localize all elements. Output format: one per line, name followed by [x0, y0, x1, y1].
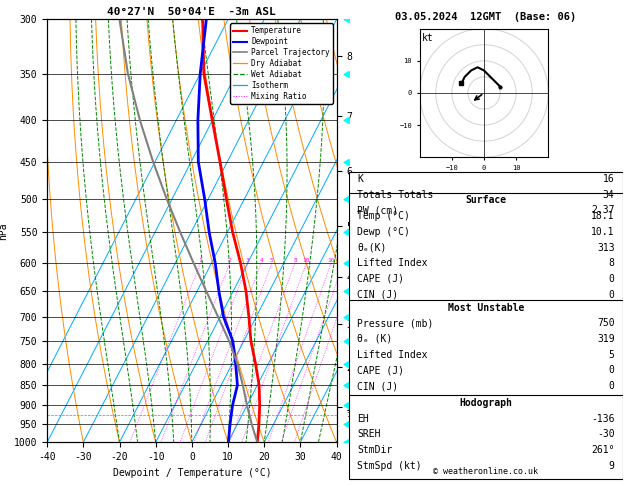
- Text: 34: 34: [603, 190, 615, 200]
- Text: Totals Totals: Totals Totals: [357, 190, 433, 200]
- Text: StmSpd (kt): StmSpd (kt): [357, 461, 422, 470]
- Y-axis label: hPa: hPa: [0, 222, 8, 240]
- Text: 16: 16: [328, 258, 335, 263]
- Text: 3: 3: [246, 258, 250, 263]
- Text: Surface: Surface: [465, 195, 506, 206]
- Text: 5: 5: [609, 350, 615, 360]
- Text: 2.37: 2.37: [591, 206, 615, 215]
- Text: 8: 8: [293, 258, 297, 263]
- Text: © weatheronline.co.uk: © weatheronline.co.uk: [433, 468, 538, 476]
- Text: PW (cm): PW (cm): [357, 206, 398, 215]
- Text: -136: -136: [591, 414, 615, 423]
- Text: Temp (°C): Temp (°C): [357, 211, 410, 221]
- Text: CIN (J): CIN (J): [357, 290, 398, 300]
- Text: 0: 0: [609, 365, 615, 375]
- Text: CAPE (J): CAPE (J): [357, 365, 404, 375]
- Text: SREH: SREH: [357, 429, 381, 439]
- Text: Hodograph: Hodograph: [459, 398, 513, 408]
- Text: StmDir: StmDir: [357, 445, 392, 455]
- Bar: [349, 300, 623, 399]
- Text: EH: EH: [357, 414, 369, 423]
- X-axis label: Dewpoint / Temperature (°C): Dewpoint / Temperature (°C): [113, 468, 271, 478]
- Bar: [349, 396, 623, 479]
- Bar: [349, 193, 623, 308]
- Text: 10.1: 10.1: [591, 227, 615, 237]
- Text: θₑ (K): θₑ (K): [357, 334, 392, 344]
- Text: 319: 319: [597, 334, 615, 344]
- Text: 1: 1: [199, 258, 203, 263]
- Text: 10: 10: [303, 258, 310, 263]
- Text: kt: kt: [422, 33, 434, 43]
- Text: Lifted Index: Lifted Index: [357, 350, 428, 360]
- Text: 03.05.2024  12GMT  (Base: 06): 03.05.2024 12GMT (Base: 06): [395, 12, 577, 22]
- Title: 40°27'N  50°04'E  -3m ASL: 40°27'N 50°04'E -3m ASL: [108, 7, 276, 17]
- Text: Dewp (°C): Dewp (°C): [357, 227, 410, 237]
- Bar: [349, 172, 623, 224]
- Text: 750: 750: [597, 318, 615, 328]
- Text: 4: 4: [259, 258, 263, 263]
- Text: Pressure (mb): Pressure (mb): [357, 318, 433, 328]
- Text: 9: 9: [609, 461, 615, 470]
- Text: 16: 16: [603, 174, 615, 184]
- Text: 8: 8: [609, 258, 615, 268]
- Text: K: K: [357, 174, 363, 184]
- Text: 5: 5: [270, 258, 274, 263]
- Y-axis label: km
ASL: km ASL: [359, 221, 374, 241]
- Text: 1LCL: 1LCL: [347, 412, 364, 418]
- Text: 313: 313: [597, 243, 615, 253]
- Text: Mixing Ratio (g/kg): Mixing Ratio (g/kg): [361, 183, 370, 278]
- Text: 0: 0: [609, 381, 615, 391]
- Text: CIN (J): CIN (J): [357, 381, 398, 391]
- Text: 2: 2: [228, 258, 231, 263]
- Text: -30: -30: [597, 429, 615, 439]
- Text: 261°: 261°: [591, 445, 615, 455]
- Legend: Temperature, Dewpoint, Parcel Trajectory, Dry Adiabat, Wet Adiabat, Isotherm, Mi: Temperature, Dewpoint, Parcel Trajectory…: [230, 23, 333, 104]
- Text: 0: 0: [609, 290, 615, 300]
- Text: 18.1: 18.1: [591, 211, 615, 221]
- Text: θₑ(K): θₑ(K): [357, 243, 387, 253]
- Text: 0: 0: [609, 274, 615, 284]
- Text: Most Unstable: Most Unstable: [448, 302, 524, 312]
- Text: Lifted Index: Lifted Index: [357, 258, 428, 268]
- Text: CAPE (J): CAPE (J): [357, 274, 404, 284]
